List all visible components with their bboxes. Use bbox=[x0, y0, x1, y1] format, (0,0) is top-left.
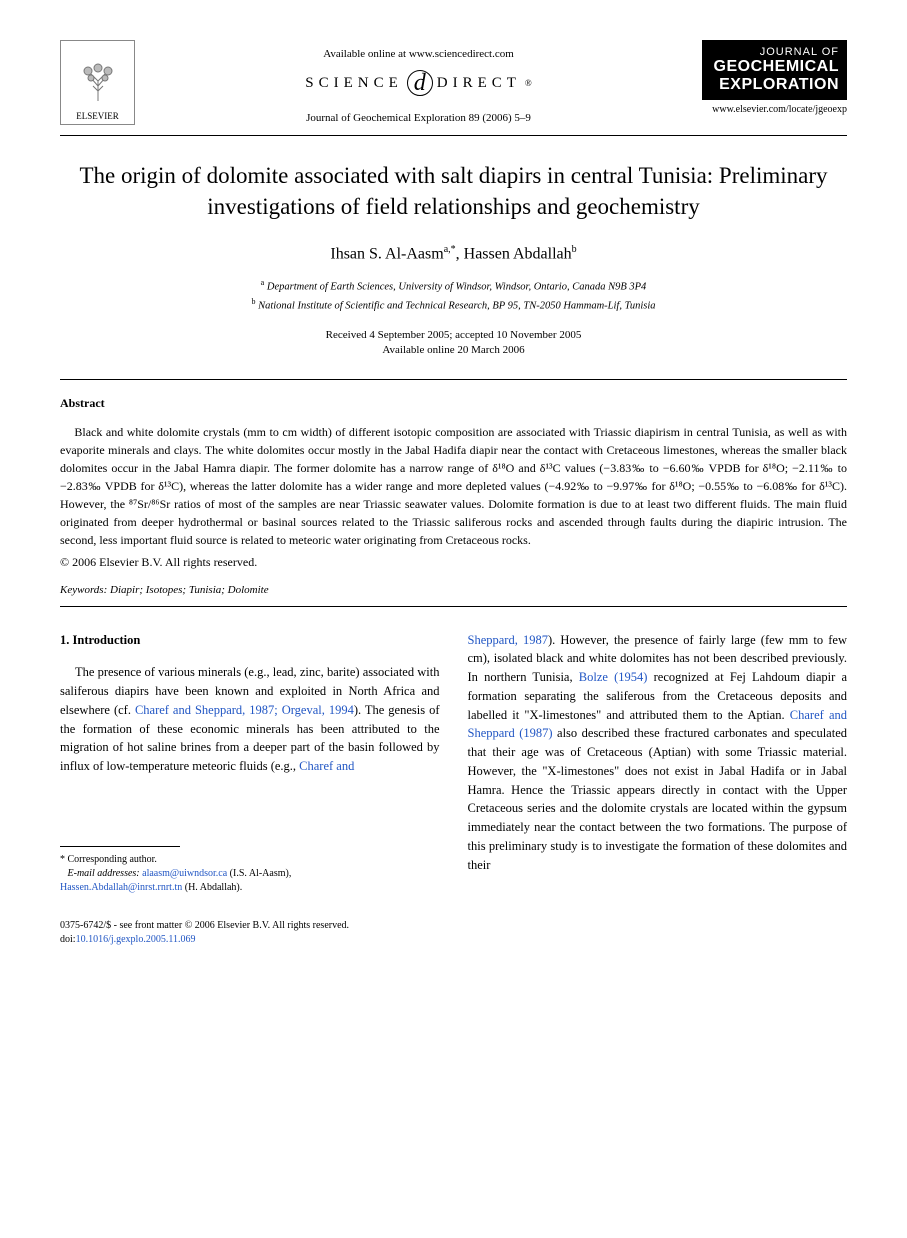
sciencedirect-logo: SCIENCE d DIRECT ® bbox=[135, 70, 702, 96]
email-1[interactable]: alaasm@uiwndsor.ca bbox=[142, 868, 227, 879]
author-1: Ihsan S. Al-Aasm bbox=[330, 245, 443, 262]
abstract-body: Black and white dolomite crystals (mm to… bbox=[60, 423, 847, 549]
registered-icon: ® bbox=[525, 78, 532, 88]
abstract-heading: Abstract bbox=[60, 396, 847, 411]
journal-line2: GEOCHEMICAL bbox=[710, 58, 839, 76]
journal-reference: Journal of Geochemical Exploration 89 (2… bbox=[135, 112, 702, 124]
doi-line: doi:10.1016/j.gexplo.2005.11.069 bbox=[60, 933, 847, 947]
science-text: SCIENCE bbox=[305, 75, 403, 92]
article-title: The origin of dolomite associated with s… bbox=[60, 160, 847, 222]
footnote-block: * Corresponding author. E-mail addresses… bbox=[60, 853, 440, 895]
sciencedirect-d-icon: d bbox=[407, 70, 433, 96]
issn-line: 0375-6742/$ - see front matter © 2006 El… bbox=[60, 919, 847, 933]
email-label: E-mail addresses: bbox=[68, 868, 140, 879]
affiliation-a: Department of Earth Sciences, University… bbox=[267, 282, 646, 293]
online-date: Available online 20 March 2006 bbox=[382, 344, 524, 356]
column-left: 1. Introduction The presence of various … bbox=[60, 631, 440, 895]
email-line: E-mail addresses: alaasm@uiwndsor.ca (I.… bbox=[60, 867, 440, 895]
section-1-heading: 1. Introduction bbox=[60, 631, 440, 650]
abstract-rule-top bbox=[60, 379, 847, 380]
keywords-text: Diapir; Isotopes; Tunisia; Dolomite bbox=[107, 584, 268, 596]
intro-para-right: Sheppard, 1987). However, the presence o… bbox=[468, 631, 848, 875]
corresponding-author: * Corresponding author. bbox=[60, 853, 440, 867]
email-2[interactable]: Hassen.Abdallah@inrst.rnrt.tn bbox=[60, 882, 182, 893]
footnote-rule bbox=[60, 846, 180, 847]
doi-label: doi: bbox=[60, 934, 76, 945]
page-header: ELSEVIER Available online at www.science… bbox=[60, 40, 847, 125]
journal-line3: EXPLORATION bbox=[710, 76, 839, 94]
journal-box-wrap: JOURNAL OF GEOCHEMICAL EXPLORATION www.e… bbox=[702, 40, 847, 115]
affiliations: a Department of Earth Sciences, Universi… bbox=[60, 277, 847, 314]
email-1-name: (I.S. Al-Aasm), bbox=[227, 868, 291, 879]
journal-url[interactable]: www.elsevier.com/locate/jgeoexp bbox=[702, 104, 847, 115]
available-online-text: Available online at www.sciencedirect.co… bbox=[135, 48, 702, 60]
body-columns: 1. Introduction The presence of various … bbox=[60, 631, 847, 895]
keywords: Keywords: Diapir; Isotopes; Tunisia; Dol… bbox=[60, 584, 847, 596]
citation-sheppard-1987[interactable]: Sheppard, 1987 bbox=[468, 633, 548, 647]
bottom-info: 0375-6742/$ - see front matter © 2006 El… bbox=[60, 919, 847, 947]
center-header: Available online at www.sciencedirect.co… bbox=[135, 40, 702, 124]
elsevier-tree-icon bbox=[68, 51, 128, 111]
received-date: Received 4 September 2005; accepted 10 N… bbox=[326, 329, 582, 341]
citation-charef-and[interactable]: Charef and bbox=[299, 759, 354, 773]
column-right: Sheppard, 1987). However, the presence o… bbox=[468, 631, 848, 895]
doi-link[interactable]: 10.1016/j.gexplo.2005.11.069 bbox=[76, 934, 196, 945]
citation-bolze-1954[interactable]: Bolze (1954) bbox=[579, 670, 648, 684]
authors: Ihsan S. Al-Aasma,*, Hassen Abdallahb bbox=[60, 244, 847, 263]
affiliation-b: National Institute of Scientific and Tec… bbox=[258, 300, 655, 311]
abstract-rule-bottom bbox=[60, 606, 847, 607]
article-dates: Received 4 September 2005; accepted 10 N… bbox=[60, 328, 847, 359]
elsevier-text: ELSEVIER bbox=[76, 111, 119, 121]
direct-text: DIRECT bbox=[437, 75, 521, 92]
keywords-label: Keywords: bbox=[60, 584, 107, 596]
elsevier-logo: ELSEVIER bbox=[60, 40, 135, 125]
header-rule bbox=[60, 135, 847, 136]
abstract-copyright: © 2006 Elsevier B.V. All rights reserved… bbox=[60, 555, 847, 570]
author-2-sup: b bbox=[572, 244, 577, 255]
email-2-name: (H. Abdallah). bbox=[182, 882, 242, 893]
author-2: Hassen Abdallah bbox=[464, 245, 572, 262]
intro-para-left: The presence of various minerals (e.g., … bbox=[60, 663, 440, 776]
journal-line1: JOURNAL OF bbox=[710, 46, 839, 58]
journal-title-box: JOURNAL OF GEOCHEMICAL EXPLORATION bbox=[702, 40, 847, 100]
intro-text-5: also described these fractured carbonate… bbox=[468, 726, 848, 871]
author-1-sup: a,* bbox=[444, 244, 456, 255]
citation-charef-1987-orgeval[interactable]: Charef and Sheppard, 1987; Orgeval, 1994 bbox=[135, 703, 354, 717]
